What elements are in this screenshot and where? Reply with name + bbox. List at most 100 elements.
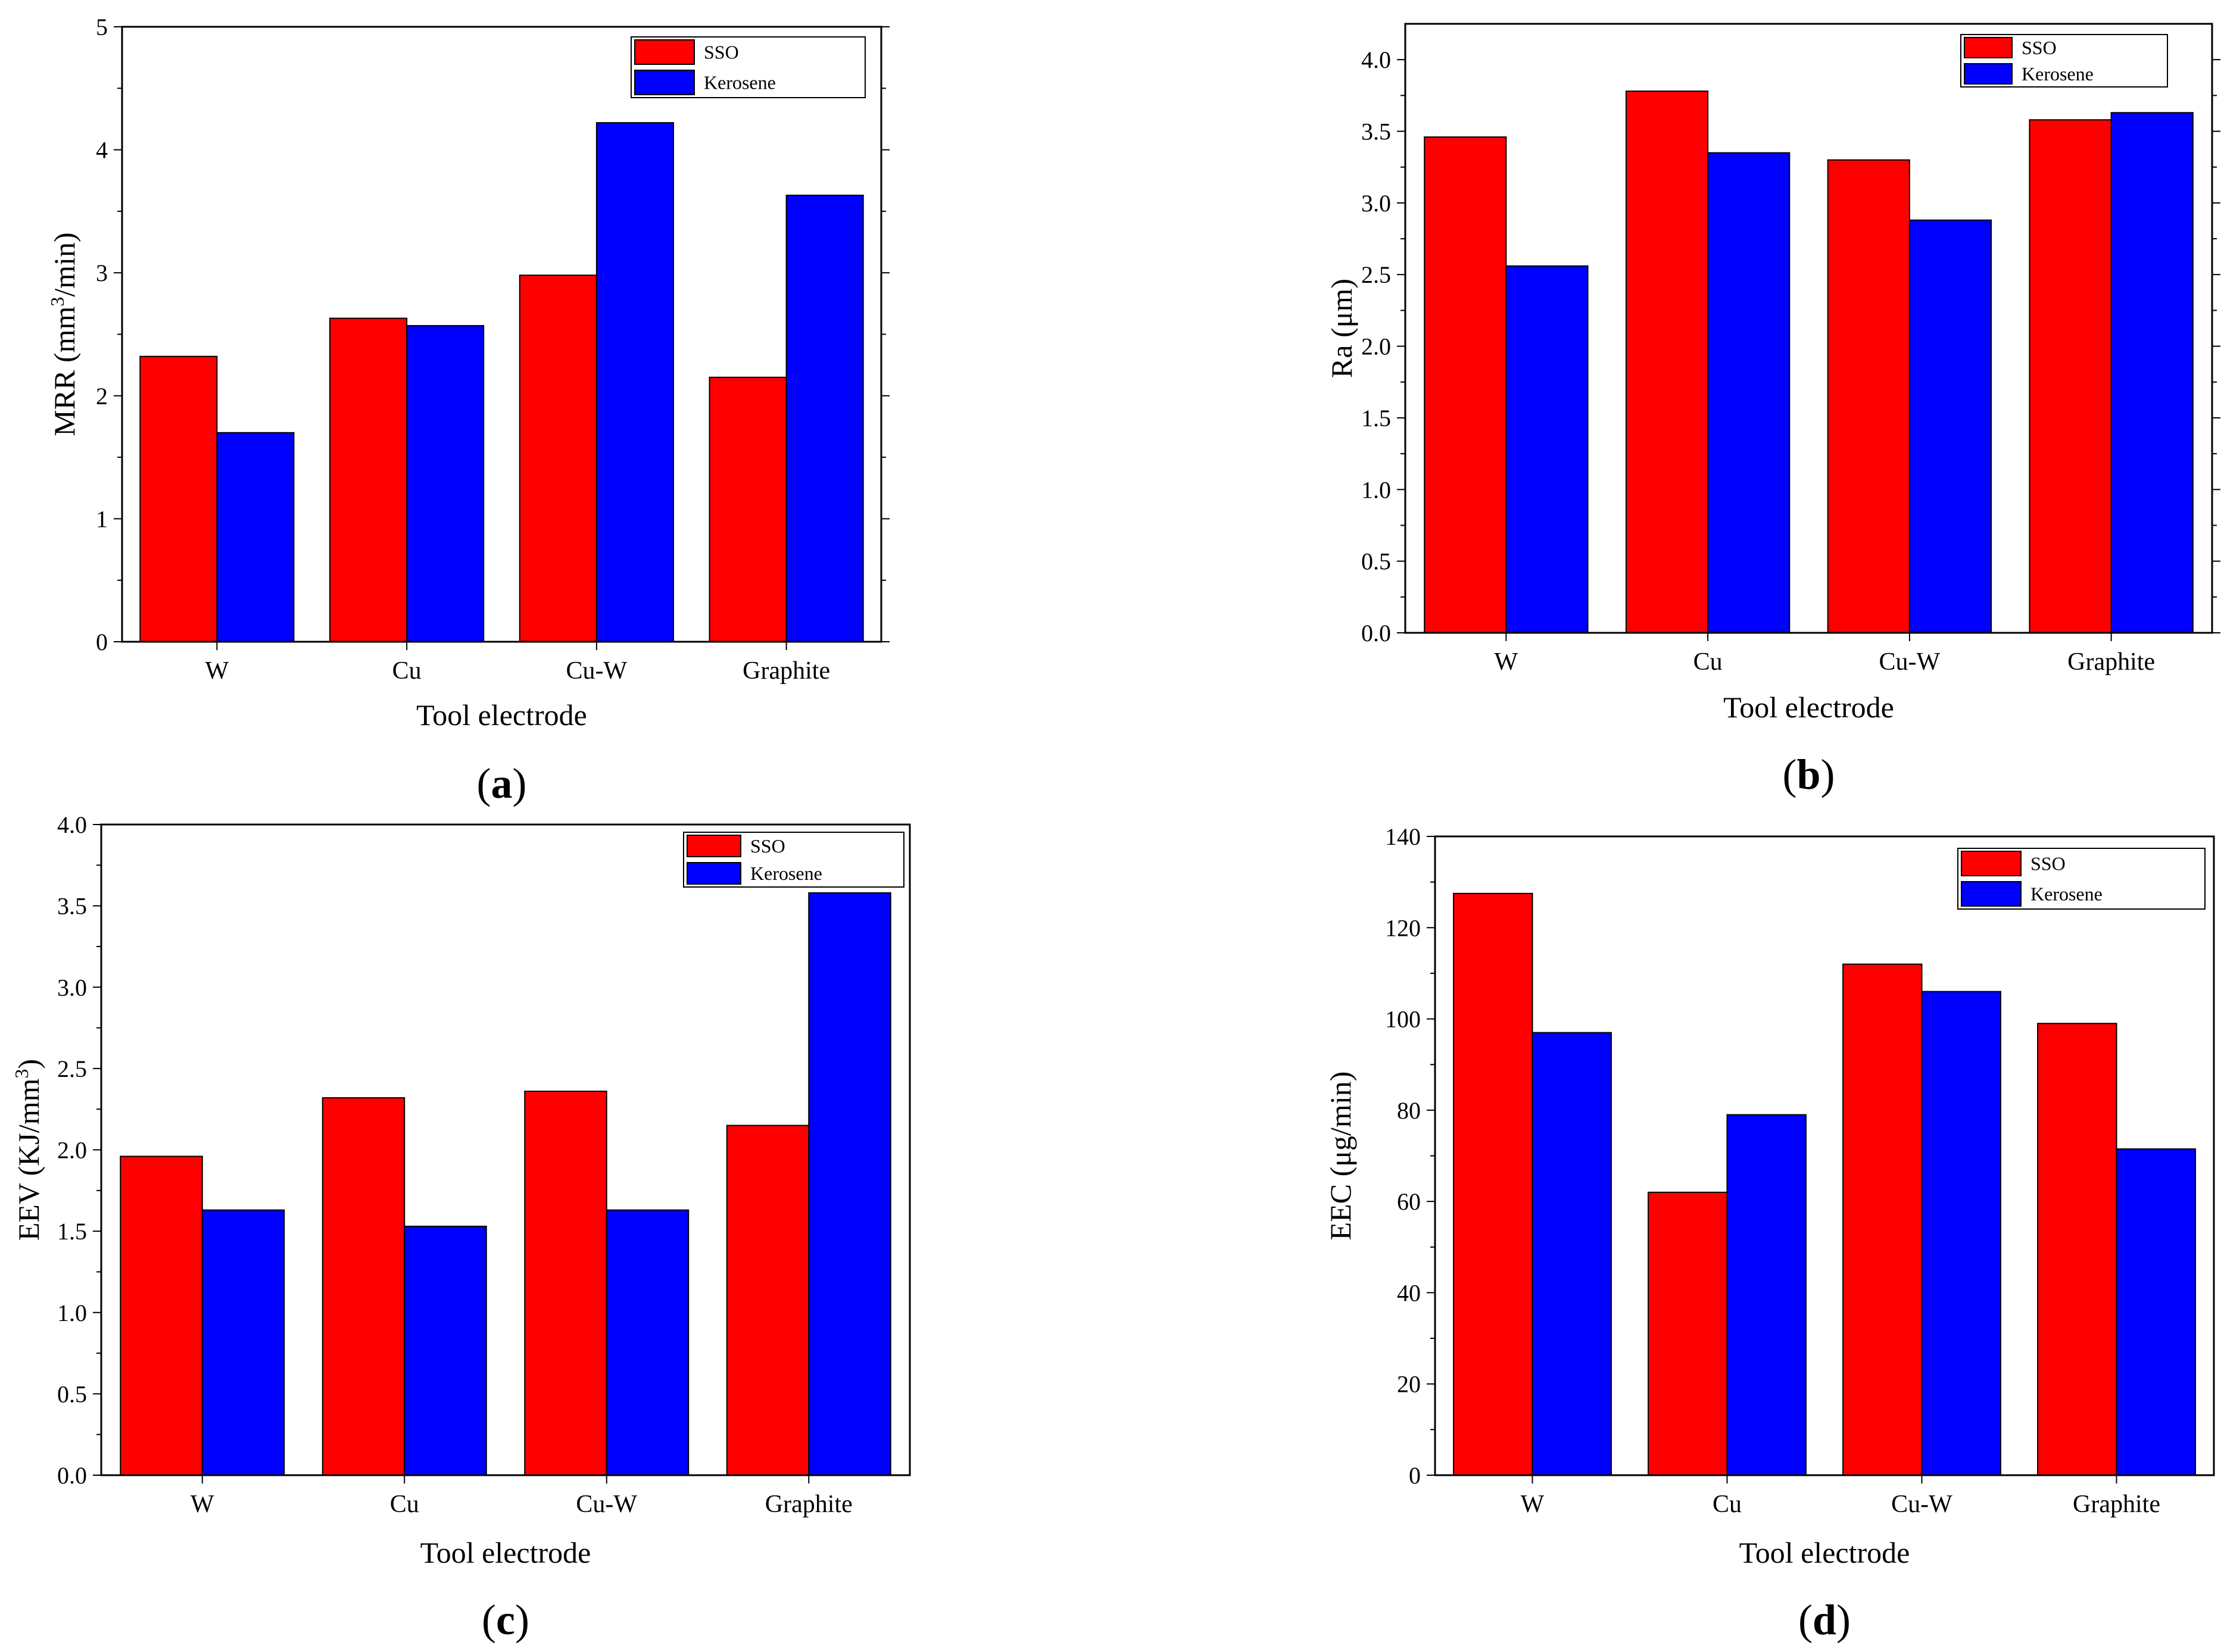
- bar-c-sso-graphite: [726, 1125, 810, 1476]
- y-tick-label-d-4: 80: [1397, 1097, 1421, 1124]
- x-tick-label-d-0: W: [1521, 1491, 1545, 1518]
- legend-swatch-a-sso: [634, 39, 695, 65]
- bar-c-kerosene-cu: [404, 1225, 487, 1476]
- y-tick-label-d-0: 0: [1409, 1462, 1421, 1489]
- legend-label-a-sso: SSO: [704, 42, 739, 63]
- y-tick-label-a-1: 1: [96, 505, 108, 532]
- legend-b: SSO Kerosene: [1960, 34, 2168, 88]
- legend-label-a-kerosene: Kerosene: [704, 72, 776, 93]
- panel-label-a: (a): [477, 760, 527, 807]
- legend-swatch-b-kerosene: [1964, 63, 2013, 85]
- y-tick-label-a-5: 5: [96, 14, 108, 40]
- legend-swatch-a-kerosene: [634, 70, 695, 95]
- x-tick-label-d-1: Cu: [1713, 1491, 1742, 1518]
- y-tick-label-d-7: 140: [1385, 823, 1421, 850]
- bar-a-kerosene-w: [216, 432, 295, 643]
- y-tick-label-c-8: 4.0: [57, 811, 87, 838]
- y-tick-label-c-7: 3.5: [57, 893, 87, 920]
- y-tick-label-c-1: 0.5: [57, 1381, 87, 1407]
- x-axis-title-a: Tool electrode: [416, 698, 587, 732]
- bar-b-sso-graphite: [2029, 119, 2112, 633]
- legend-d: SSO Kerosene: [1957, 848, 2206, 910]
- bar-a-sso-graphite: [709, 376, 787, 642]
- bar-b-kerosene-w: [1505, 265, 1589, 633]
- y-tick-label-c-5: 2.5: [57, 1055, 87, 1082]
- legend-swatch-b-sso: [1964, 37, 2013, 58]
- bar-d-kerosene-cu-w: [1921, 991, 2001, 1476]
- legend-label-c-kerosene: Kerosene: [750, 863, 822, 884]
- bar-d-kerosene-w: [1531, 1032, 1612, 1476]
- bar-b-sso-w: [1424, 136, 1507, 633]
- x-tick-label-c-1: Cu: [390, 1491, 419, 1518]
- chart-panel-b: W Cu Cu-W Graphite 0.0 0.5 1.0 1.5 2.0 2.5 3.0 3.5 4…: [1325, 23, 2220, 798]
- bar-c-kerosene-graphite: [808, 892, 891, 1476]
- y-tick-label-c-2: 1.0: [57, 1300, 87, 1326]
- x-tick-label-b-2: Cu-W: [1879, 648, 1941, 676]
- y-tick-label-b-1: 0.5: [1361, 548, 1391, 575]
- chart-panel-d: W Cu Cu-W Graphite 0 20 40 60 80 100 120 140 Tool el…: [1324, 823, 2215, 1644]
- bar-b-sso-cu-w: [1827, 159, 1910, 633]
- y-tick-label-d-5: 100: [1385, 1006, 1421, 1033]
- x-axis-title-c: Tool electrode: [420, 1536, 591, 1569]
- bar-d-sso-graphite: [2037, 1023, 2117, 1476]
- x-tick-label-a-3: Graphite: [743, 657, 830, 685]
- y-tick-label-d-1: 20: [1397, 1371, 1421, 1398]
- y-tick-label-b-0: 0.0: [1361, 620, 1391, 647]
- y-axis-title-b: Ra (μm): [1325, 279, 1358, 378]
- y-tick-label-a-0: 0: [96, 629, 108, 655]
- x-tick-label-b-0: W: [1495, 648, 1518, 676]
- bar-d-sso-cu-w: [1842, 963, 1923, 1476]
- bar-d-kerosene-cu: [1726, 1114, 1807, 1476]
- legend-swatch-d-kerosene: [1961, 881, 2022, 907]
- bar-c-sso-cu-w: [524, 1091, 607, 1476]
- x-tick-label-d-3: Graphite: [2073, 1491, 2160, 1518]
- y-tick-label-a-3: 3: [96, 260, 108, 286]
- legend-swatch-c-sso: [687, 835, 741, 857]
- bar-b-kerosene-graphite: [2110, 112, 2194, 633]
- y-tick-label-b-2: 1.0: [1361, 476, 1391, 503]
- bar-d-sso-w: [1453, 892, 1533, 1476]
- y-tick-label-d-3: 60: [1397, 1188, 1421, 1215]
- y-tick-label-b-7: 3.5: [1361, 118, 1391, 145]
- legend-label-b-kerosene: Kerosene: [2022, 63, 2094, 85]
- bar-d-sso-cu: [1648, 1191, 1728, 1476]
- legend-a: SSO Kerosene: [631, 36, 866, 98]
- x-tick-label-a-1: Cu: [392, 657, 422, 685]
- bar-b-kerosene-cu: [1707, 152, 1791, 633]
- y-tick-label-c-3: 1.5: [57, 1218, 87, 1245]
- y-tick-label-b-8: 4.0: [1361, 46, 1391, 73]
- x-tick-label-d-2: Cu-W: [1891, 1491, 1952, 1518]
- x-axis-title-b: Tool electrode: [1723, 691, 1894, 724]
- bar-c-sso-cu: [322, 1097, 406, 1476]
- x-tick-label-c-3: Graphite: [765, 1491, 853, 1518]
- bar-a-kerosene-graphite: [785, 195, 864, 642]
- y-axis-title-d: EEC (μg/min): [1324, 1072, 1357, 1241]
- x-tick-label-a-2: Cu-W: [566, 657, 628, 685]
- bar-b-kerosene-cu-w: [1908, 219, 1992, 634]
- legend-label-d-sso: SSO: [2030, 853, 2066, 875]
- x-tick-label-b-1: Cu: [1693, 648, 1723, 676]
- y-tick-label-b-4: 2.0: [1361, 333, 1391, 360]
- bar-c-kerosene-cu-w: [606, 1209, 690, 1476]
- legend-c: SSO Kerosene: [683, 832, 904, 888]
- y-tick-label-d-6: 120: [1385, 914, 1421, 941]
- x-tick-label-c-0: W: [191, 1491, 214, 1518]
- y-tick-label-b-5: 2.5: [1361, 261, 1391, 288]
- x-axis-title-d: Tool electrode: [1739, 1536, 1910, 1569]
- panel-label-c: (c): [482, 1596, 529, 1644]
- y-axis-title-c: EEV (KJ/mm3): [11, 1059, 45, 1241]
- legend-label-d-kerosene: Kerosene: [2030, 883, 2103, 905]
- y-tick-label-a-4: 4: [96, 137, 108, 164]
- x-tick-label-b-3: Graphite: [2067, 648, 2155, 676]
- plot-frame-b: [1404, 23, 2213, 634]
- y-tick-label-b-3: 1.5: [1361, 405, 1391, 432]
- bar-a-sso-cu: [329, 317, 408, 642]
- legend-swatch-c-kerosene: [687, 862, 741, 885]
- bar-c-sso-w: [120, 1156, 203, 1476]
- chart-panel-a: W Cu Cu-W Graphite 0 1 2 3 4 5 Tool electrode MRR (…: [46, 14, 890, 807]
- panel-label-d: (d): [1798, 1596, 1851, 1644]
- y-tick-label-c-6: 3.0: [57, 974, 87, 1001]
- x-tick-label-a-0: W: [205, 657, 229, 685]
- bar-b-sso-cu: [1625, 90, 1709, 633]
